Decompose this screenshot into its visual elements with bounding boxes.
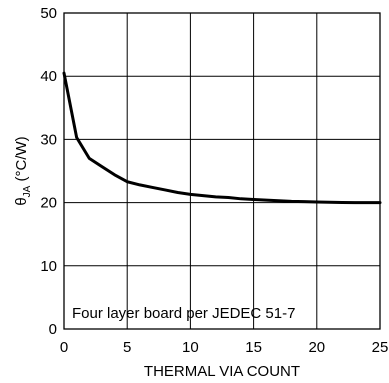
y-tick-label: 10: [40, 258, 57, 275]
x-tick-label: 20: [308, 339, 325, 356]
x-tick-label: 15: [245, 339, 262, 356]
y-axis-subscript: JA: [22, 185, 33, 197]
y-axis-symbol: θ: [13, 197, 30, 205]
chart-annotation: Four layer board per JEDEC 51-7: [72, 305, 295, 322]
x-tick-label: 10: [182, 339, 199, 356]
y-tick-label: 30: [40, 131, 57, 148]
x-tick-label: 5: [123, 339, 131, 356]
y-axis-title: θJA (°C/W): [13, 136, 33, 205]
y-tick-labels: 0 10 20 30 40 50: [40, 5, 57, 338]
y-axis-unit: (°C/W): [13, 136, 30, 185]
y-tick-label: 0: [49, 321, 57, 338]
series-line: [62, 71, 382, 205]
y-tick-label: 20: [40, 195, 57, 212]
series-layer: [62, 71, 382, 205]
plot-frame: [63, 12, 381, 330]
x-tick-labels: 0 5 10 15 20 25: [60, 339, 389, 356]
y-tick-label: 40: [40, 68, 57, 85]
x-tick-label: 25: [372, 339, 389, 356]
x-tick-label: 0: [60, 339, 68, 356]
x-axis-title: THERMAL VIA COUNT: [144, 363, 300, 380]
y-tick-label: 50: [40, 5, 57, 22]
